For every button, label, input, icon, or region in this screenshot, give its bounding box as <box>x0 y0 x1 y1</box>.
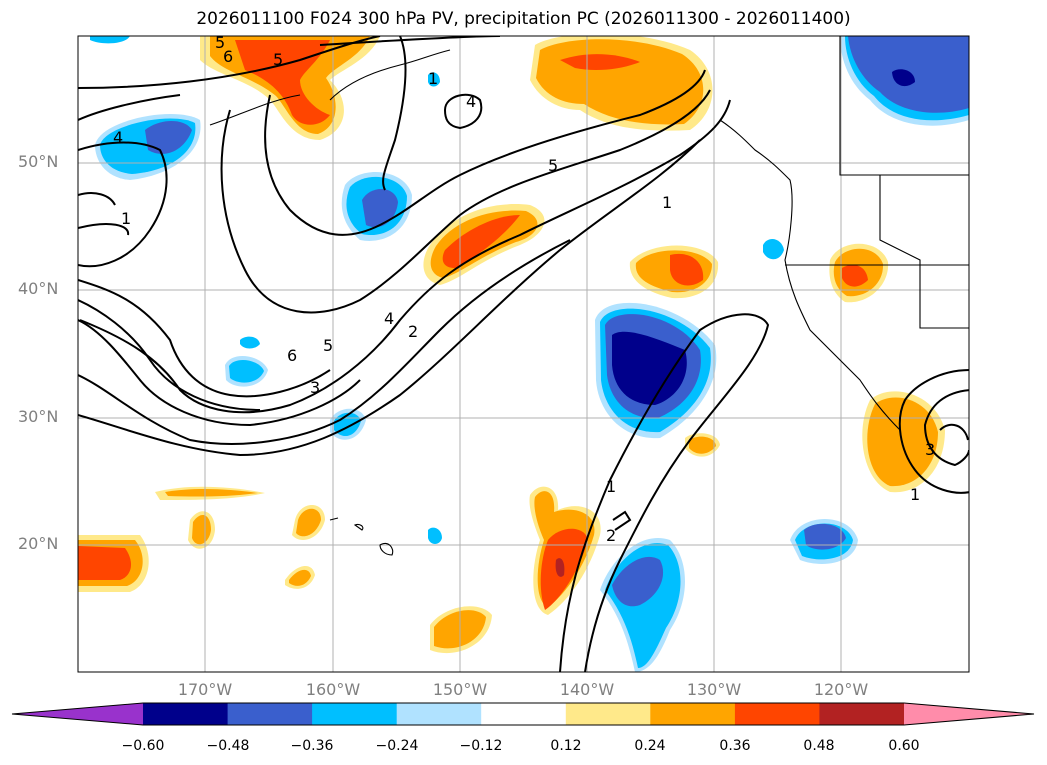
contour-label: 4 <box>384 309 394 328</box>
graticule <box>78 36 969 672</box>
lon-label: 130°W <box>686 680 742 699</box>
negative-precip-anomalies <box>90 36 969 672</box>
map-border <box>77 35 970 673</box>
contour-label: 1 <box>606 477 616 496</box>
colorbar-tick: 0.12 <box>550 738 582 754</box>
colorbar <box>11 702 1035 726</box>
lat-label: 50°N <box>18 152 59 171</box>
contour-label: 5 <box>273 50 283 69</box>
colorbar-extend-high <box>904 703 1034 725</box>
colorbar-tick: −0.60 <box>121 738 165 754</box>
contour-label: 3 <box>310 378 320 397</box>
colorbar-tick: −0.12 <box>459 738 503 754</box>
colorbar-cell <box>650 703 736 725</box>
precipitation-field <box>78 36 969 672</box>
contour-label: 1 <box>121 209 131 228</box>
contour-label: 5 <box>215 33 225 52</box>
contour-label: 1 <box>662 193 672 212</box>
contour-label: 2 <box>408 322 418 341</box>
lon-label: 120°W <box>813 680 869 699</box>
contour-label: 2 <box>606 526 616 545</box>
lat-label: 40°N <box>18 279 59 298</box>
colorbar-cell <box>481 703 567 725</box>
contour-label: 1 <box>910 485 920 504</box>
colorbar-tick: 0.60 <box>888 738 920 754</box>
map-title: 2026011100 F024 300 hPa PV, precipitatio… <box>196 9 851 29</box>
lon-label: 170°W <box>177 680 233 699</box>
contour-label: 3 <box>925 440 935 459</box>
colorbar-cell <box>143 703 229 725</box>
contour-label: 6 <box>223 47 233 66</box>
contour-label: 4 <box>113 128 123 147</box>
lat-label: 20°N <box>18 534 59 553</box>
contour-label-group: 6 5 5 4 1 4 1 5 1 6 5 4 2 3 1 2 3 1 <box>113 33 935 545</box>
coastlines <box>209 36 969 556</box>
lon-label: 150°W <box>432 680 488 699</box>
colorbar-tick: 0.48 <box>803 738 835 754</box>
colorbar-cell <box>227 703 313 725</box>
colorbar-cell <box>734 703 820 725</box>
colorbar-cell <box>396 703 482 725</box>
positive-precip-anomalies <box>78 36 945 654</box>
colorbar-tick: 0.24 <box>634 738 666 754</box>
lon-label: 140°W <box>559 680 615 699</box>
lat-label: 30°N <box>18 407 59 426</box>
colorbar-tick: 0.36 <box>719 738 751 754</box>
colorbar-tick: −0.24 <box>375 738 419 754</box>
contour-label: 5 <box>323 336 333 355</box>
colorbar-extend-low <box>12 703 143 725</box>
colorbar-tick: −0.48 <box>206 738 250 754</box>
pv-contours <box>78 36 969 672</box>
colorbar-cell <box>565 703 651 725</box>
colorbar-cell <box>819 703 905 725</box>
contour-label: 4 <box>466 92 476 111</box>
lon-label: 160°W <box>305 680 361 699</box>
colorbar-tick: −0.36 <box>290 738 334 754</box>
contour-label: 5 <box>548 156 558 175</box>
contour-label: 6 <box>287 346 297 365</box>
colorbar-cell <box>312 703 398 725</box>
contour-label: 1 <box>428 69 438 88</box>
